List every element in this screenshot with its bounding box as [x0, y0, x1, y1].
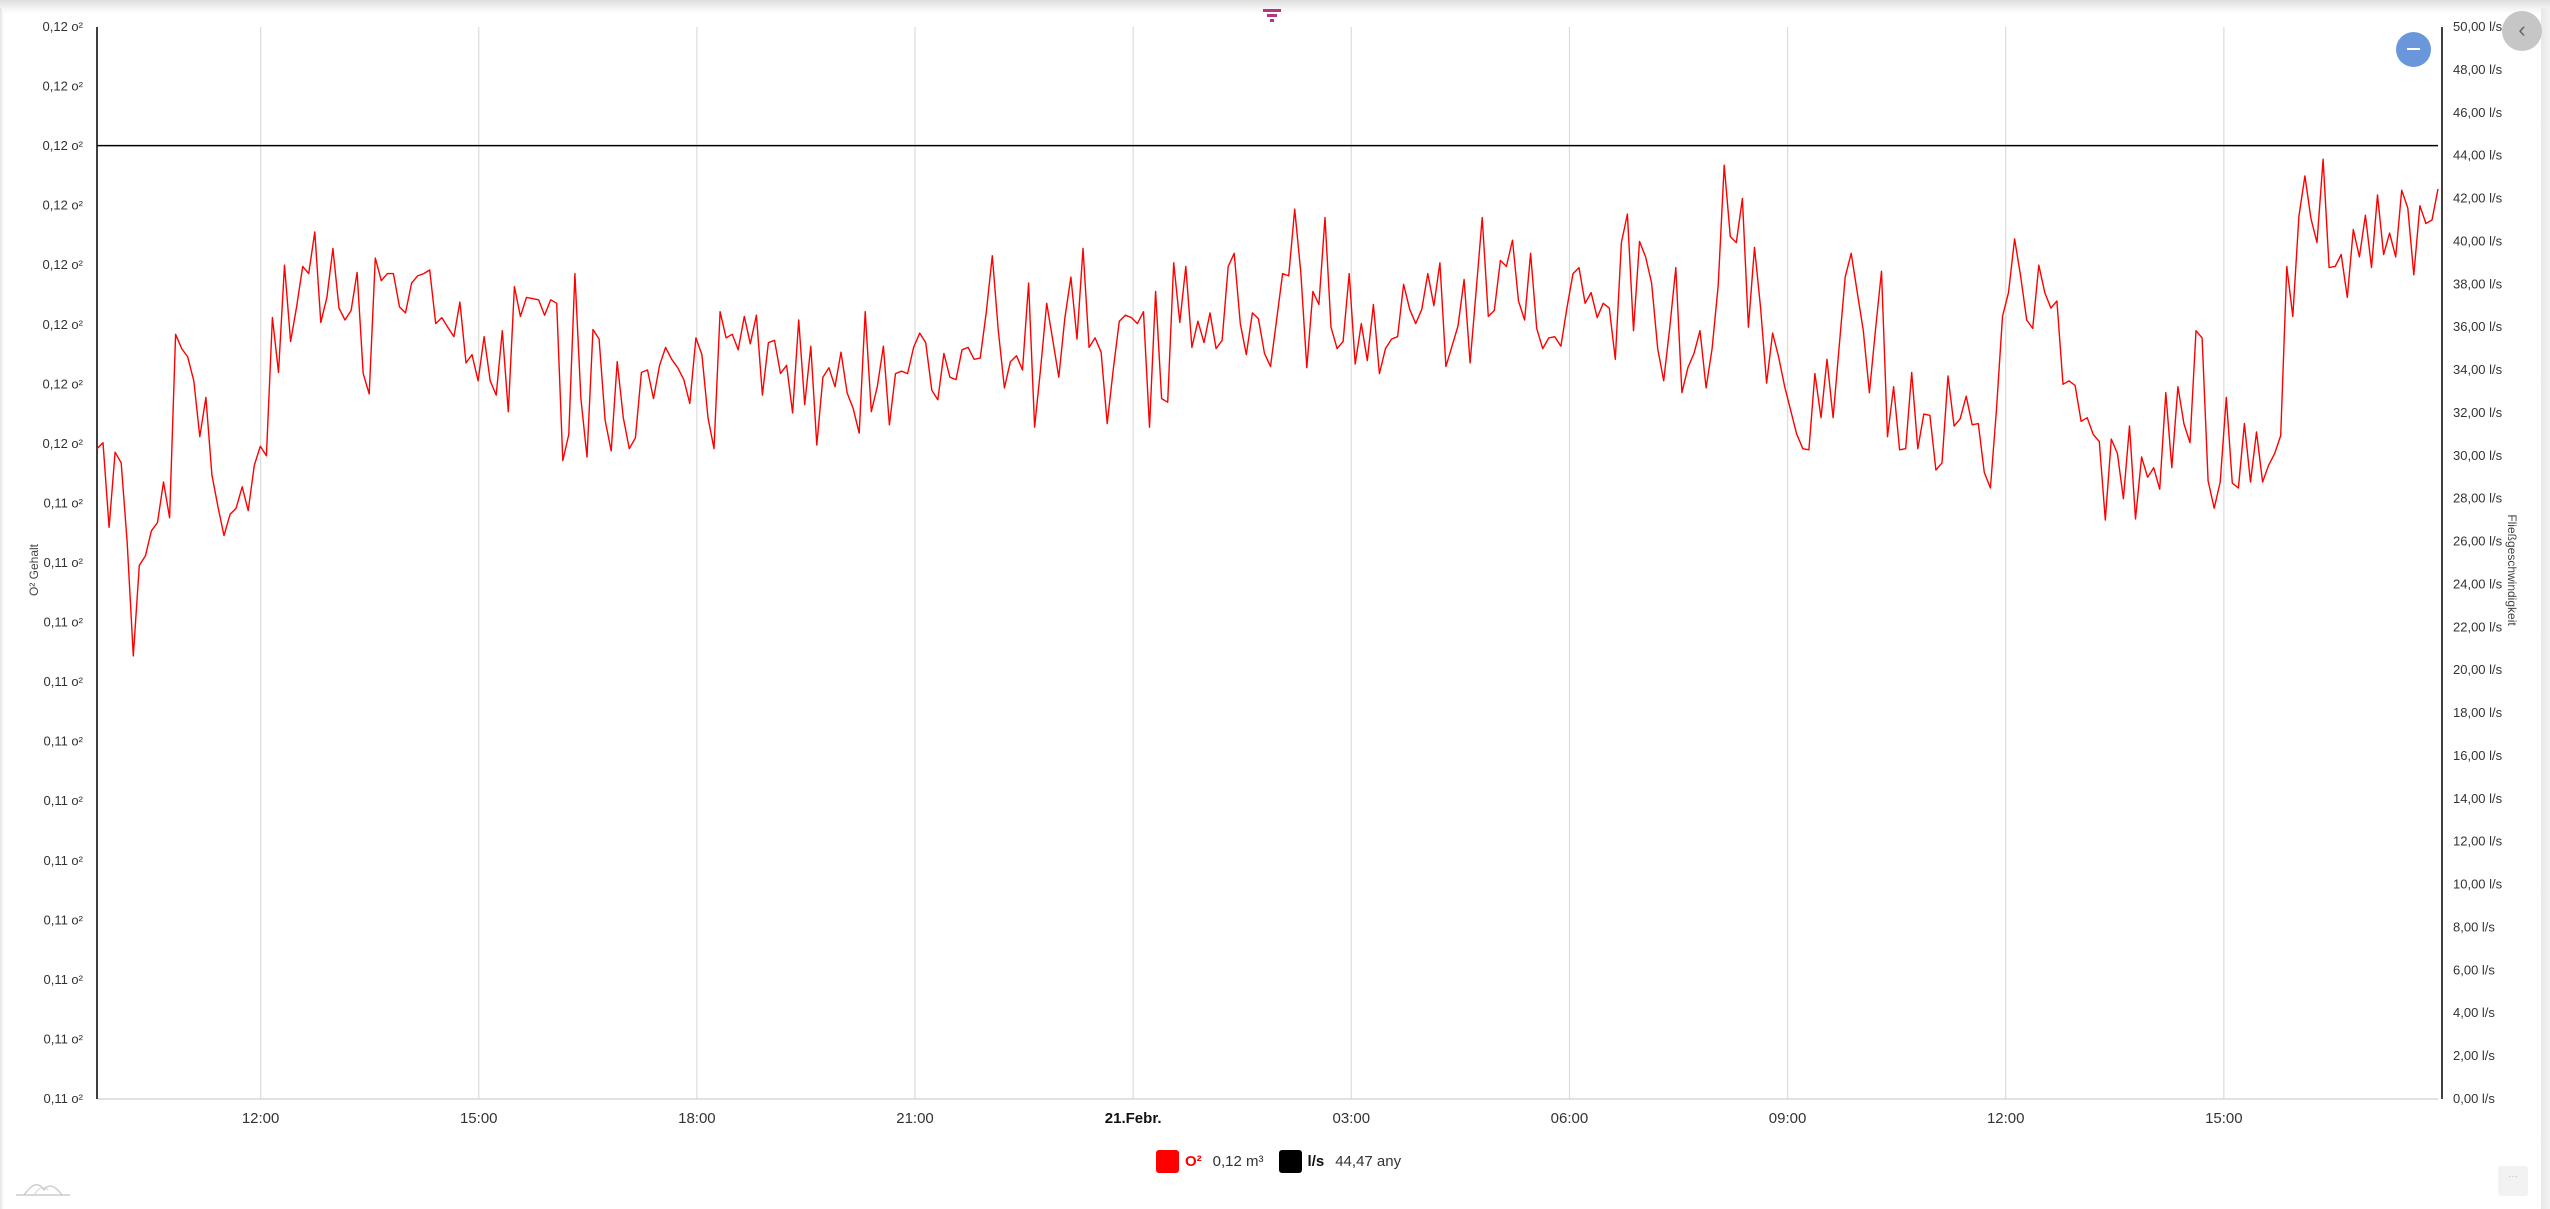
left-tick-label: 0,12 o² — [43, 19, 84, 34]
panel-right-edge — [2541, 8, 2550, 1209]
x-tick-label: 06:00 — [1551, 1110, 1589, 1127]
series-lines — [96, 144, 2439, 657]
right-tick-label: 42,00 l/s — [2453, 191, 2503, 206]
x-axis-tick-labels: 12:00 15:00 18:00 21:00 21.Febr. 03:00 06:00 09… — [242, 1110, 2243, 1127]
legend-item-flow[interactable]: l/s 44,47 any — [1278, 1149, 1417, 1173]
x-tick-label: 18:00 — [678, 1110, 716, 1127]
left-tick-label: 0,11 o² — [43, 495, 83, 510]
right-tick-label: 34,00 l/s — [2453, 362, 2503, 377]
left-tick-label: 0,11 o² — [43, 674, 83, 689]
left-tick-label: 0,12 o² — [43, 436, 84, 451]
x-tick-label: 03:00 — [1333, 1110, 1371, 1127]
left-tick-label: 0,11 o² — [43, 734, 83, 749]
right-tick-label: 22,00 l/s — [2453, 619, 2503, 634]
more-options-button[interactable]: ··· — [2498, 1166, 2528, 1196]
panel-left-edge — [0, 8, 4, 1209]
right-tick-label: 46,00 l/s — [2453, 105, 2503, 120]
right-tick-label: 40,00 l/s — [2453, 233, 2503, 248]
left-tick-label: 0,12 o² — [43, 79, 84, 94]
right-tick-label: 20,00 l/s — [2453, 662, 2503, 677]
right-tick-label: 38,00 l/s — [2453, 276, 2503, 291]
left-axis-title: O² Gehalt — [27, 543, 41, 596]
left-tick-label: 0,11 o² — [43, 1091, 83, 1106]
axes — [96, 27, 2443, 1100]
legend-value-flow: 44,47 any — [1335, 1152, 1402, 1170]
right-tick-label: 10,00 l/s — [2453, 877, 2503, 892]
legend: O² 0,12 m³ l/s 44,47 any — [1156, 1149, 1416, 1173]
right-axis-tick-labels: 0,00 l/s 2,00 l/s 4,00 l/s 6,00 l/s 8,00 l/s… — [2453, 19, 2503, 1106]
left-tick-label: 0,12 o² — [43, 138, 84, 153]
legend-name-o2: O² — [1185, 1152, 1202, 1170]
x-tick-label: 12:00 — [1987, 1110, 2025, 1127]
x-tick-label: 15:00 — [2205, 1110, 2243, 1127]
left-tick-label: 0,12 o² — [43, 198, 84, 213]
legend-name-flow: l/s — [1307, 1152, 1325, 1170]
x-tick-label: 12:00 — [242, 1110, 280, 1127]
right-tick-label: 12,00 l/s — [2453, 834, 2503, 849]
area-chart-icon[interactable] — [14, 1180, 72, 1198]
left-tick-label: 0,11 o² — [43, 1031, 83, 1046]
x-tick-label: 21:00 — [896, 1110, 934, 1127]
ellipsis-icon: ··· — [2508, 1171, 2518, 1182]
right-tick-label: 48,00 l/s — [2453, 62, 2503, 77]
legend-value-o2: 0,12 m³ — [1212, 1152, 1264, 1170]
left-axis-tick-labels: 0,11 o² 0,11 o² 0,11 o² 0,11 o² 0,11 o² 0,11 … — [43, 19, 84, 1106]
right-tick-label: 50,00 l/s — [2453, 19, 2503, 34]
right-tick-label: 0,00 l/s — [2453, 1091, 2495, 1106]
left-tick-label: 0,11 o² — [43, 972, 83, 987]
right-tick-label: 8,00 l/s — [2453, 919, 2495, 934]
right-tick-label: 16,00 l/s — [2453, 748, 2503, 763]
right-tick-label: 36,00 l/s — [2453, 319, 2503, 334]
legend-swatch-flow — [1278, 1149, 1302, 1173]
right-tick-label: 32,00 l/s — [2453, 405, 2503, 420]
x-tick-label: 15:00 — [460, 1110, 498, 1127]
right-tick-label: 28,00 l/s — [2453, 491, 2503, 506]
right-tick-label: 30,00 l/s — [2453, 448, 2503, 463]
left-tick-label: 0,11 o² — [43, 615, 83, 630]
minus-icon — [2407, 48, 2420, 50]
left-tick-label: 0,11 o² — [43, 912, 83, 927]
left-tick-label: 0,11 o² — [43, 793, 83, 808]
right-tick-label: 14,00 l/s — [2453, 791, 2503, 806]
grid-lines — [260, 27, 2225, 1099]
left-tick-label: 0,12 o² — [43, 257, 84, 272]
right-tick-label: 24,00 l/s — [2453, 576, 2503, 591]
right-tick-label: 6,00 l/s — [2453, 962, 2495, 977]
right-axis-title: Fließgeschwindigkeit — [2505, 514, 2519, 626]
legend-item-o2[interactable]: O² 0,12 m³ — [1156, 1149, 1279, 1173]
chevron-left-icon: ‹ — [2518, 17, 2526, 42]
right-tick-label: 4,00 l/s — [2453, 1005, 2495, 1020]
left-tick-label: 0,12 o² — [43, 317, 84, 332]
window-top-shadow — [0, 0, 2550, 14]
legend-swatch-o2 — [1156, 1149, 1179, 1173]
left-tick-label: 0,11 o² — [43, 555, 83, 570]
right-tick-label: 2,00 l/s — [2453, 1048, 2495, 1063]
filter-button[interactable] — [1260, 6, 1286, 24]
right-tick-label: 44,00 l/s — [2453, 148, 2503, 163]
x-tick-label: 09:00 — [1769, 1110, 1807, 1127]
right-tick-label: 18,00 l/s — [2453, 705, 2503, 720]
reset-zoom-button[interactable] — [2396, 32, 2431, 67]
right-tick-label: 26,00 l/s — [2453, 534, 2503, 549]
x-tick-label: 21.Febr. — [1105, 1110, 1162, 1127]
left-tick-label: 0,11 o² — [43, 853, 83, 868]
o2-series-line — [96, 158, 2439, 657]
collapse-panel-button[interactable]: ‹ — [2502, 11, 2542, 51]
left-tick-label: 0,12 o² — [43, 376, 84, 391]
